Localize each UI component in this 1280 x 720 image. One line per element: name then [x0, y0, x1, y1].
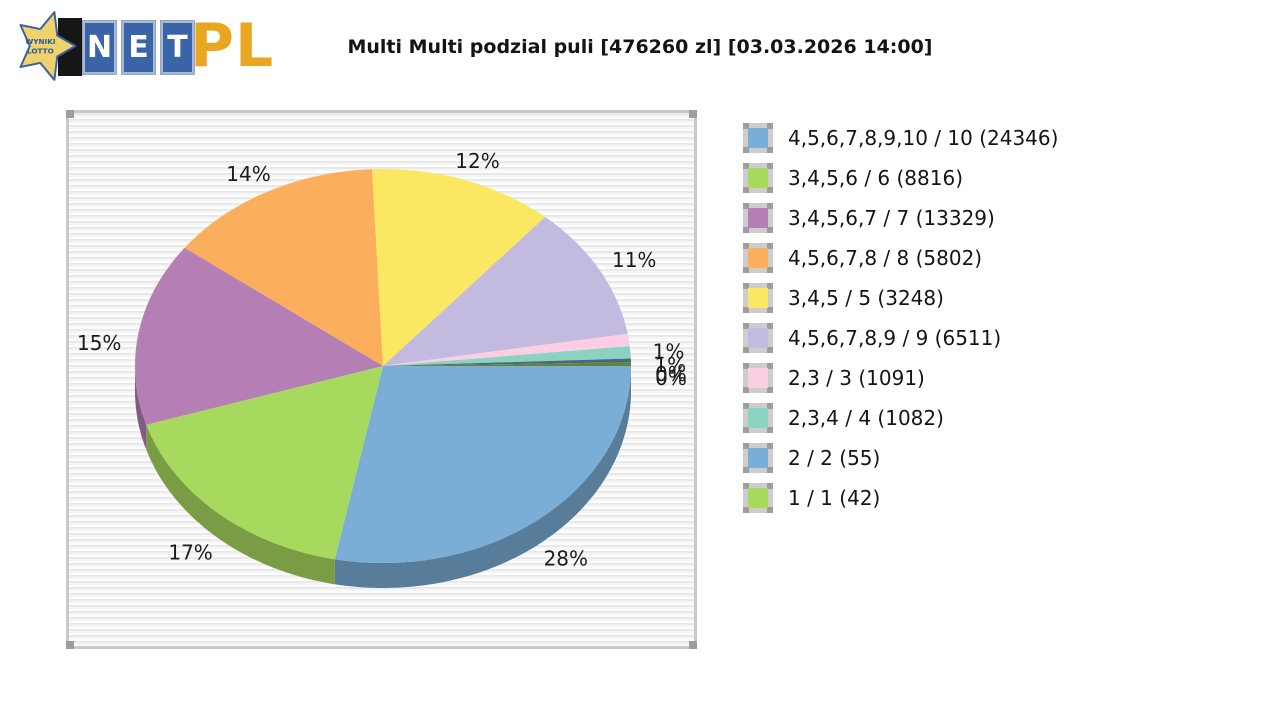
netpl-logo[interactable]: WYNIKI LOTTO N E T PL [14, 8, 284, 86]
pie-slice [184, 169, 383, 366]
panel-corner-handle [66, 110, 74, 118]
pie-slice [383, 358, 631, 366]
legend-item: 1 / 1 (42) [743, 483, 1058, 513]
legend-item: 2 / 2 (55) [743, 443, 1058, 473]
net-tile-n: N [82, 20, 117, 75]
pie-slice [383, 333, 630, 366]
pie-slice [372, 169, 546, 366]
pie-slice [383, 217, 628, 366]
pie-percent-label: 14% [226, 162, 270, 186]
pie-percent-label: 0% [655, 362, 687, 386]
pie-percent-label: 1% [654, 353, 686, 377]
legend-swatch [743, 243, 773, 273]
legend-label: 3,4,5,6 / 6 (8816) [788, 166, 964, 190]
pie-slice-rim [135, 366, 147, 450]
legend-item: 4,5,6,7,8,9 / 9 (6511) [743, 323, 1058, 353]
pie-slice [383, 362, 631, 366]
legend-label: 2,3 / 3 (1091) [788, 366, 925, 390]
chart-legend: 4,5,6,7,8,9,10 / 10 (24346) 3,4,5,6 / 6 (… [743, 123, 1058, 523]
pie-slice [146, 366, 383, 560]
legend-item: 2,3,4 / 4 (1082) [743, 403, 1058, 433]
chart-panel: 28% 17% 15% 14% 12% 11% 1% 1% 0% 0% [66, 110, 697, 649]
legend-label: 3,4,5 / 5 (3248) [788, 286, 944, 310]
pie-percent-label: 15% [77, 331, 121, 355]
pie-percent-label: 17% [168, 540, 212, 564]
pie-percent-label: 28% [544, 547, 588, 571]
pie-percent-label: 1% [653, 339, 685, 363]
pie-slice [334, 366, 631, 563]
net-tile-t: T [160, 20, 195, 75]
panel-corner-handle [66, 641, 74, 649]
pie-percent-label: 12% [455, 149, 499, 173]
legend-item: 3,4,5 / 5 (3248) [743, 283, 1058, 313]
net-tile-e: E [121, 20, 156, 75]
pie-chart: 28%17%15%14%12%11%1%1%0%0% [77, 149, 687, 588]
legend-item: 4,5,6,7,8 / 8 (5802) [743, 243, 1058, 273]
legend-label: 4,5,6,7,8,9,10 / 10 (24346) [788, 126, 1059, 150]
legend-swatch [743, 363, 773, 393]
logo-pl-text: PL [190, 11, 275, 81]
legend-swatch [743, 163, 773, 193]
lotto-star-icon: WYNIKI LOTTO [19, 11, 77, 81]
pie-slice-rim [146, 424, 335, 585]
panel-corner-handle [689, 110, 697, 118]
legend-swatch [743, 403, 773, 433]
legend-swatch [743, 443, 773, 473]
pie-slice-rim [334, 366, 631, 588]
pie-percent-label: 0% [655, 366, 687, 390]
legend-item: 2,3 / 3 (1091) [743, 363, 1058, 393]
panel-corner-handle [689, 641, 697, 649]
pie-slice [135, 247, 383, 425]
legend-label: 4,5,6,7,8 / 8 (5802) [788, 246, 983, 270]
net-letter-tiles: N E T [82, 20, 195, 75]
legend-swatch [743, 323, 773, 353]
legend-label: 1 / 1 (42) [788, 486, 881, 510]
legend-label: 3,4,5,6,7 / 7 (13329) [788, 206, 995, 230]
pie-slice [383, 346, 631, 366]
legend-label: 2 / 2 (55) [788, 446, 881, 470]
legend-item: 3,4,5,6 / 6 (8816) [743, 163, 1058, 193]
legend-swatch [743, 123, 773, 153]
legend-label: 2,3,4 / 4 (1082) [788, 406, 944, 430]
star-text-lotto: LOTTO [27, 46, 54, 55]
pie-percent-label: 11% [612, 248, 656, 272]
star-text-wyniki: WYNIKI [25, 37, 56, 46]
legend-item: 4,5,6,7,8,9,10 / 10 (24346) [743, 123, 1058, 153]
page-title: Multi Multi podzial puli [476260 zl] [03… [347, 36, 933, 58]
legend-item: 3,4,5,6,7 / 7 (13329) [743, 203, 1058, 233]
legend-label: 4,5,6,7,8,9 / 9 (6511) [788, 326, 1002, 350]
legend-swatch [743, 203, 773, 233]
legend-swatch [743, 283, 773, 313]
legend-swatch [743, 483, 773, 513]
